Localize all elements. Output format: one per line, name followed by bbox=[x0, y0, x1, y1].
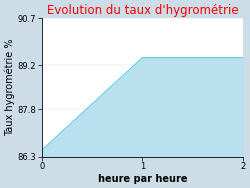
X-axis label: heure par heure: heure par heure bbox=[98, 174, 187, 184]
Title: Evolution du taux d'hygrométrie: Evolution du taux d'hygrométrie bbox=[47, 4, 238, 17]
Y-axis label: Taux hygrométrie %: Taux hygrométrie % bbox=[4, 39, 15, 136]
